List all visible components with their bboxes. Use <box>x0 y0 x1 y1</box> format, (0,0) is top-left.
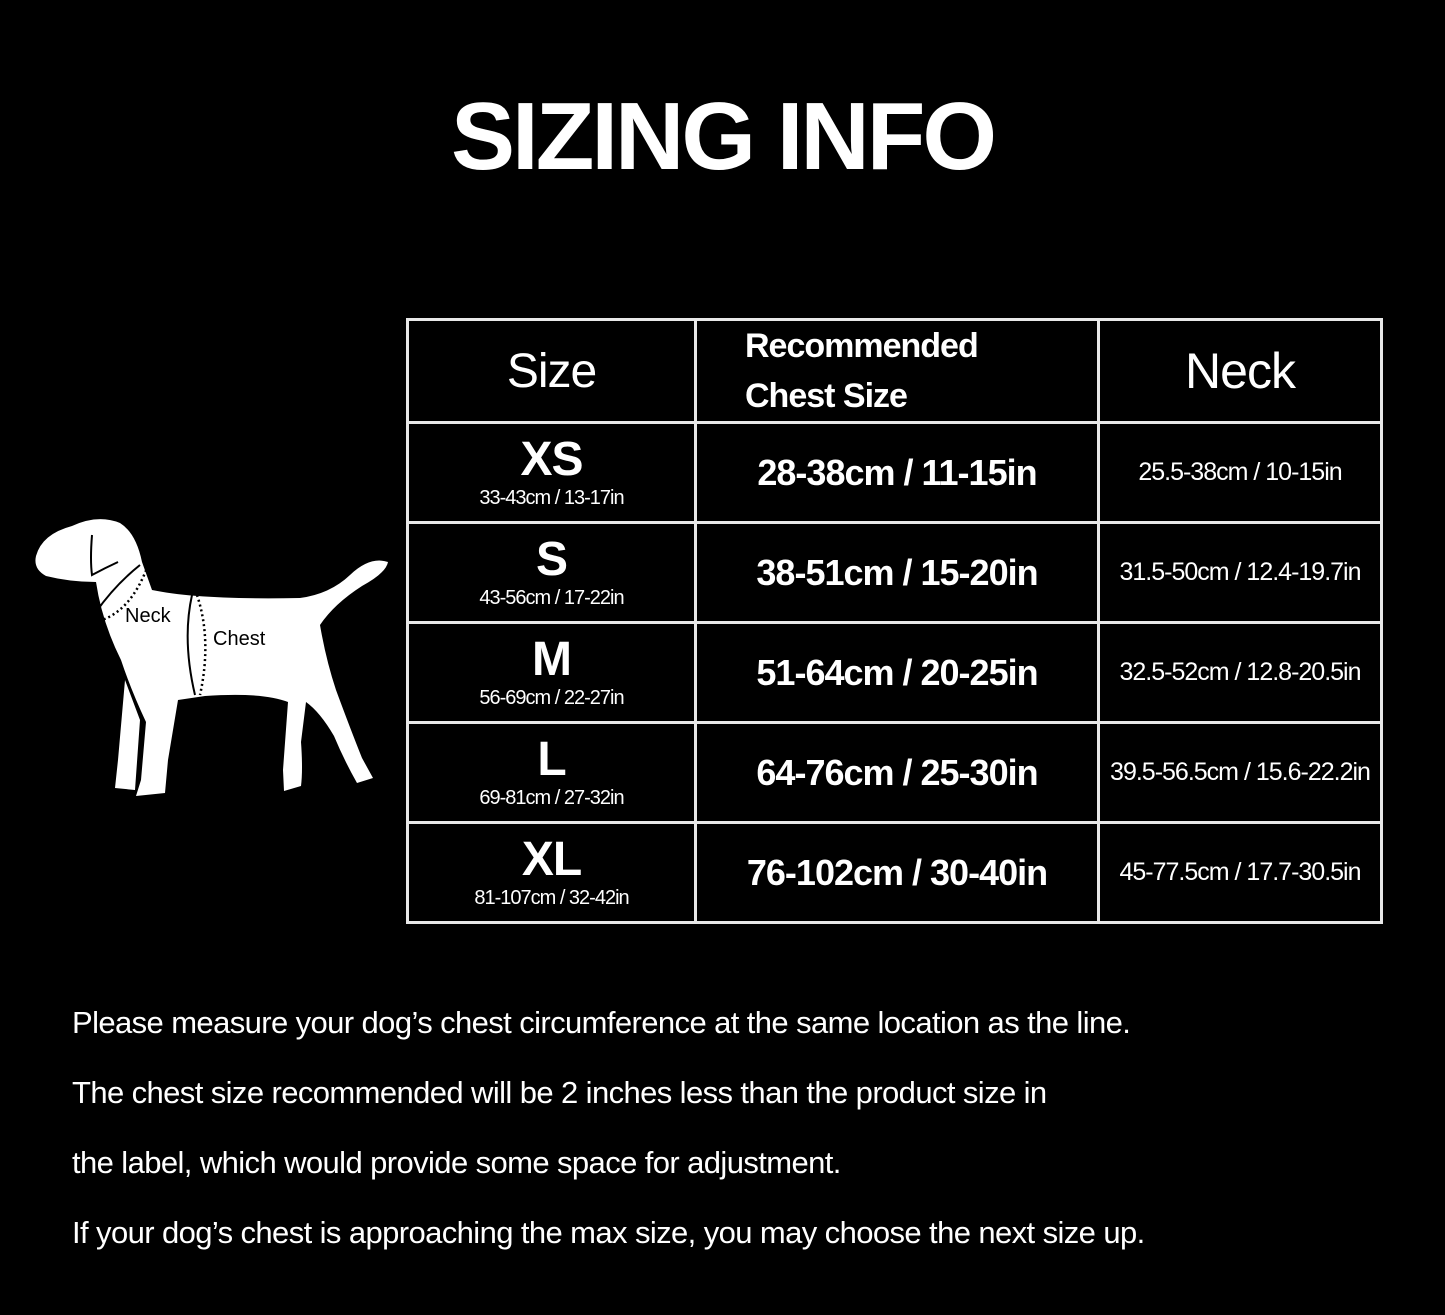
chest-line <box>186 594 196 696</box>
chest-dotted-line <box>195 594 207 696</box>
product-size: 56-69cm / 22-27in <box>479 687 624 709</box>
note-line: If your dog’s chest is approaching the m… <box>72 1215 1145 1250</box>
header-chest-line1: Recommended <box>745 327 979 365</box>
table-row: S 43-56cm / 17-22in 38-51cm / 15-20in 31.… <box>406 521 1383 624</box>
ear-outline <box>90 534 119 577</box>
size-label: XL <box>521 833 582 886</box>
neck-cell: 32.5-52cm / 12.8-20.5in <box>1097 621 1383 724</box>
header-chest-line2: Chest Size <box>745 377 908 415</box>
page-title: SIZING INFO <box>451 83 997 190</box>
note-line: Please measure your dog’s chest circumfe… <box>72 1005 1131 1040</box>
chest-label: Chest <box>213 628 266 650</box>
size-cell: XS 33-43cm / 13-17in <box>406 421 697 524</box>
measurement-notes: Please measure your dog’s chest circumfe… <box>72 1000 1145 1280</box>
header-neck: Neck <box>1097 318 1383 424</box>
dog-front-leg <box>115 680 140 790</box>
chest-cell: 76-102cm / 30-40in <box>694 821 1100 924</box>
product-size: 43-56cm / 17-22in <box>479 587 624 609</box>
note-line: the label, which would provide some spac… <box>72 1145 841 1180</box>
neck-label: Neck <box>125 605 172 627</box>
neck-cell: 45-77.5cm / 17.7-30.5in <box>1097 821 1383 924</box>
header-size: Size <box>406 318 697 424</box>
size-cell: L 69-81cm / 27-32in <box>406 721 697 824</box>
size-cell: XL 81-107cm / 32-42in <box>406 821 697 924</box>
neck-cell: 39.5-56.5cm / 15.6-22.2in <box>1097 721 1383 824</box>
chest-cell: 28-38cm / 11-15in <box>694 421 1100 524</box>
table-row: L 69-81cm / 27-32in 64-76cm / 25-30in 39.… <box>406 721 1383 824</box>
size-label: XS <box>520 433 583 486</box>
chest-cell: 64-76cm / 25-30in <box>694 721 1100 824</box>
dog-measurement-diagram: Neck Chest <box>35 519 388 796</box>
note-line: The chest size recommended will be 2 inc… <box>72 1075 1047 1110</box>
neck-cell: 31.5-50cm / 12.4-19.7in <box>1097 521 1383 624</box>
header-chest: Recommended Chest Size <box>694 318 1100 424</box>
chest-cell: 38-51cm / 15-20in <box>694 521 1100 624</box>
chest-cell: 51-64cm / 20-25in <box>694 621 1100 724</box>
neck-dotted-line <box>98 567 149 623</box>
table-row: XL 81-107cm / 32-42in 76-102cm / 30-40in … <box>406 821 1383 924</box>
size-label: M <box>532 633 572 686</box>
product-size: 81-107cm / 32-42in <box>474 887 629 909</box>
size-cell: S 43-56cm / 17-22in <box>406 521 697 624</box>
product-size: 69-81cm / 27-32in <box>479 787 624 809</box>
table-row: XS 33-43cm / 13-17in 28-38cm / 11-15in 25… <box>406 421 1383 524</box>
size-label: L <box>537 733 566 786</box>
table-row: M 56-69cm / 22-27in 51-64cm / 20-25in 32.… <box>406 621 1383 724</box>
table-header-row: Size Recommended Chest Size Neck <box>406 318 1383 424</box>
size-cell: M 56-69cm / 22-27in <box>406 621 697 724</box>
dog-silhouette <box>35 519 388 796</box>
neck-line <box>95 564 141 613</box>
product-size: 33-43cm / 13-17in <box>479 487 624 509</box>
neck-cell: 25.5-38cm / 10-15in <box>1097 421 1383 524</box>
size-label: S <box>535 533 568 586</box>
sizing-table: Size Recommended Chest Size Neck XS 33-43c… <box>406 318 1383 924</box>
